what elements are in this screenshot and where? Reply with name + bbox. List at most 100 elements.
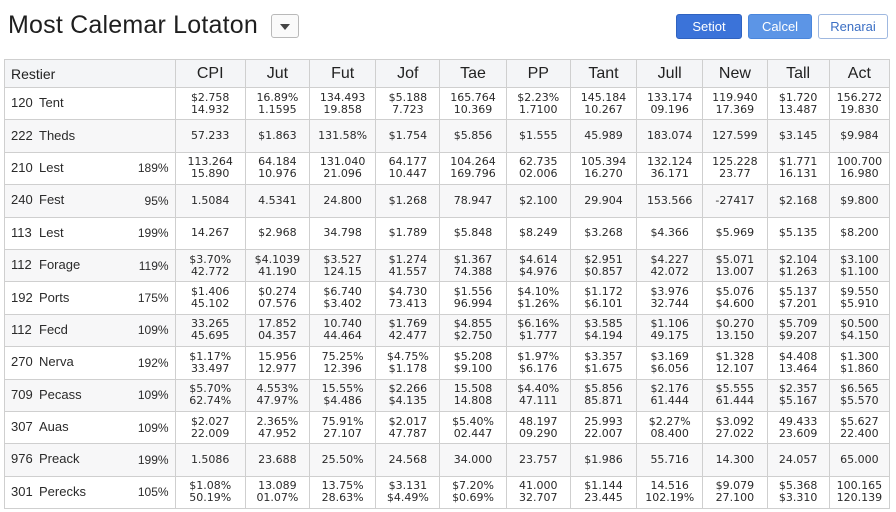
table-row[interactable]: 709 Pecass 109% $5.70% 62.74% 4.553% 47.97% 15.… (4, 378, 891, 412)
table-cell[interactable]: $1.555 (505, 119, 571, 153)
table-cell[interactable]: 14.267 (174, 216, 246, 250)
table-cell[interactable]: 78.947 (439, 184, 507, 218)
table-cell[interactable]: $3.100 $1.100 (828, 248, 891, 283)
table-cell[interactable]: $8.200 (828, 216, 891, 250)
table-cell[interactable]: $5.627 22.400 (828, 410, 891, 445)
table-cell[interactable]: $5.856 85.871 (569, 378, 638, 412)
table-cell[interactable]: $2.176 61.444 (636, 378, 704, 412)
table-cell[interactable]: $5.368 $3.310 (766, 475, 830, 510)
table-cell[interactable]: $5.137 $7.201 (766, 281, 830, 315)
table-cell[interactable]: 64.184 10.976 (244, 151, 311, 186)
table-cell[interactable]: 65.000 (828, 443, 891, 477)
table-cell[interactable]: 100.700 16.980 (828, 151, 891, 186)
column-header-10[interactable]: Tall (766, 59, 830, 88)
renarai-button[interactable]: Renarai (818, 14, 888, 39)
table-cell[interactable]: 104.264 169.796 (439, 151, 507, 186)
table-cell[interactable]: $5.709 $9.207 (766, 313, 830, 348)
table-row[interactable]: 210 Lest 189% 113.264 15.890 64.184 10.976 131.… (4, 151, 891, 186)
table-row[interactable]: 112 Fecd 109% 33.265 45.695 17.852 04.357 10.74… (4, 313, 891, 348)
table-cell[interactable]: 25.993 22.007 (569, 410, 638, 445)
table-cell[interactable]: $5.076 $4.600 (702, 281, 768, 315)
table-cell[interactable]: 119.940 17.369 (702, 86, 768, 121)
column-header-1[interactable]: CPI (174, 59, 246, 88)
table-cell[interactable]: $3.145 (766, 119, 830, 153)
table-cell[interactable]: 100.165 120.139 (828, 475, 891, 510)
table-cell[interactable]: $5.70% 62.74% (174, 378, 246, 412)
table-cell[interactable]: 14.300 (702, 443, 768, 477)
table-cell[interactable]: 62.735 02.006 (505, 151, 571, 186)
column-header-6[interactable]: PP (505, 59, 571, 88)
table-cell[interactable]: 24.568 (375, 443, 441, 477)
table-cell[interactable]: $3.169 $6.056 (636, 346, 704, 380)
table-cell[interactable]: 15.55% $4.486 (309, 378, 377, 412)
table-cell[interactable]: 13.75% 28.63% (309, 475, 377, 510)
table-cell[interactable]: $7.20% $0.69% (439, 475, 507, 510)
table-cell[interactable]: $2.168 (766, 184, 830, 218)
table-cell[interactable]: $5.856 (439, 119, 507, 153)
table-cell[interactable]: $5.555 61.444 (702, 378, 768, 412)
table-cell[interactable]: 14.516 102.19% (636, 475, 704, 510)
table-row[interactable]: 301 Perecks 105% $1.08% 50.19% 13.089 01.07% 13… (4, 475, 891, 510)
table-cell[interactable]: 133.174 09.196 (636, 86, 704, 121)
table-cell[interactable]: 156.272 19.830 (828, 86, 891, 121)
table-cell[interactable]: 145.184 10.267 (569, 86, 638, 121)
column-header-7[interactable]: Tant (569, 59, 638, 88)
table-cell[interactable]: 55.716 (636, 443, 704, 477)
table-cell[interactable]: $1.268 (375, 184, 441, 218)
table-cell[interactable]: $5.208 $9.100 (439, 346, 507, 380)
table-cell[interactable]: $4.10% $1.26% (505, 281, 571, 315)
table-cell[interactable]: -27417 (702, 184, 768, 218)
table-cell[interactable]: $1.771 16.131 (766, 151, 830, 186)
table-cell[interactable]: $5.40% 02.447 (439, 410, 507, 445)
table-cell[interactable]: $2.104 $1.263 (766, 248, 830, 283)
table-cell[interactable]: $9.800 (828, 184, 891, 218)
table-cell[interactable]: $1.769 42.477 (375, 313, 441, 348)
table-cell[interactable]: $2.357 $5.167 (766, 378, 830, 412)
table-cell[interactable]: $5.969 (702, 216, 768, 250)
table-cell[interactable]: $8.249 (505, 216, 571, 250)
table-cell[interactable]: $4.75% $1.178 (375, 346, 441, 380)
table-cell[interactable]: $5.848 (439, 216, 507, 250)
table-cell[interactable]: 4.553% 47.97% (244, 378, 311, 412)
table-cell[interactable]: 131.040 21.096 (309, 151, 377, 186)
table-row[interactable]: 240 Fest 95% 1.5084 4.5341 24.800 $1.268 78.947… (4, 184, 891, 218)
table-cell[interactable]: 25.50% (309, 443, 377, 477)
table-cell[interactable]: $1.106 49.175 (636, 313, 704, 348)
table-cell[interactable]: 17.852 04.357 (244, 313, 311, 348)
table-cell[interactable]: $1.754 (375, 119, 441, 153)
table-cell[interactable]: $1.789 (375, 216, 441, 250)
table-cell[interactable]: $5.071 13.007 (702, 248, 768, 283)
table-cell[interactable]: $6.740 $3.402 (309, 281, 377, 315)
table-cell[interactable]: $1.172 $6.101 (569, 281, 638, 315)
table-row[interactable]: 270 Nerva 192% $1.17% 33.497 15.956 12.977 75.2… (4, 346, 891, 380)
table-cell[interactable]: $1.406 45.102 (174, 281, 246, 315)
column-header-2[interactable]: Jut (244, 59, 311, 88)
table-cell[interactable]: $2.758 14.932 (174, 86, 246, 121)
table-cell[interactable]: $1.144 23.445 (569, 475, 638, 510)
table-cell[interactable]: 24.057 (766, 443, 830, 477)
table-cell[interactable]: 34.000 (439, 443, 507, 477)
table-cell[interactable]: 64.177 10.447 (375, 151, 441, 186)
table-cell[interactable]: $1.08% 50.19% (174, 475, 246, 510)
table-cell[interactable]: $4.1039 41.190 (244, 248, 311, 283)
table-cell[interactable]: $6.565 $5.570 (828, 378, 891, 412)
table-cell[interactable]: 183.074 (636, 119, 704, 153)
table-cell[interactable]: $4.614 $4.976 (505, 248, 571, 283)
column-header-3[interactable]: Fut (309, 59, 377, 88)
table-cell[interactable]: 131.58% (309, 119, 377, 153)
table-cell[interactable]: $4.40% 47.111 (505, 378, 571, 412)
cancel-button[interactable]: Calcel (748, 14, 812, 39)
table-cell[interactable]: 49.433 23.609 (766, 410, 830, 445)
table-cell[interactable]: $4.730 73.413 (375, 281, 441, 315)
table-cell[interactable]: 33.265 45.695 (174, 313, 246, 348)
table-cell[interactable]: $5.188 7.723 (375, 86, 441, 121)
table-cell[interactable]: 24.800 (309, 184, 377, 218)
table-cell[interactable]: $1.300 $1.860 (828, 346, 891, 380)
table-cell[interactable]: $2.017 47.787 (375, 410, 441, 445)
table-row[interactable]: 192 Ports 175% $1.406 45.102 $0.274 07.576 $6.7… (4, 281, 891, 315)
table-cell[interactable]: $9.550 $5.910 (828, 281, 891, 315)
table-cell[interactable]: 10.740 44.464 (309, 313, 377, 348)
table-cell[interactable]: 2.365% 47.952 (244, 410, 311, 445)
table-cell[interactable]: 132.124 36.171 (636, 151, 704, 186)
table-cell[interactable]: $1.863 (244, 119, 311, 153)
